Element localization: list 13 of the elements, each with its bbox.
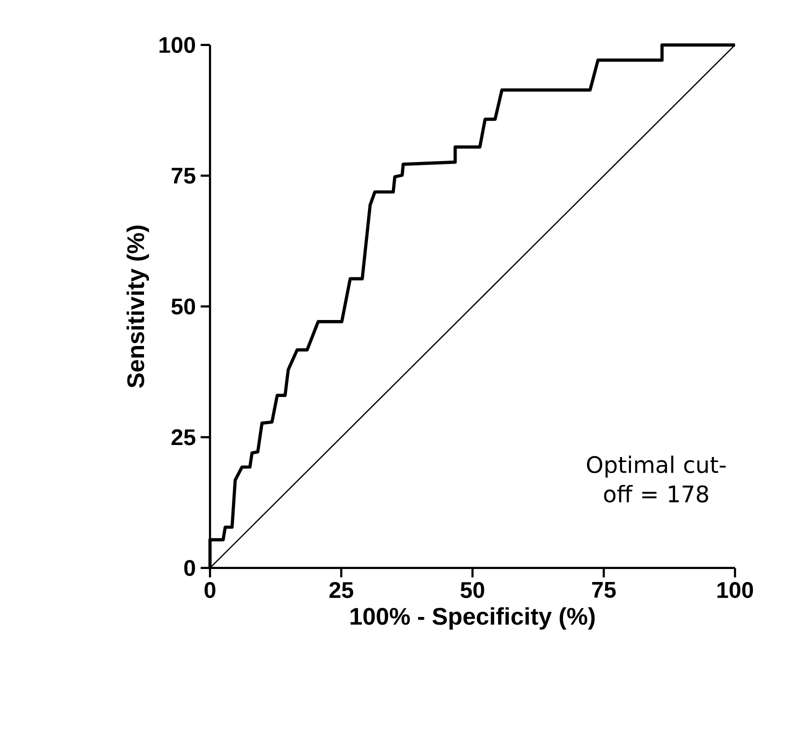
- y-tick-label: 50: [171, 298, 196, 315]
- y-tick-label: 75: [172, 168, 196, 184]
- x-tick-label: 25: [329, 582, 354, 598]
- y-tick-label: 0: [184, 560, 196, 576]
- x-tick-label: 50: [460, 582, 484, 598]
- y-axis-title: Sensitivity (%): [126, 226, 149, 388]
- x-tick-label: 75: [592, 582, 616, 598]
- annotation: Optimal cut-off = 178: [586, 456, 726, 503]
- x-tick-label: 100: [718, 582, 753, 598]
- x-axis-title: 100% - Specificity (%): [350, 607, 595, 630]
- x-tick-label: 0: [204, 582, 216, 598]
- y-tick-label: 25: [172, 429, 196, 446]
- y-tick-label: 100: [160, 36, 196, 54]
